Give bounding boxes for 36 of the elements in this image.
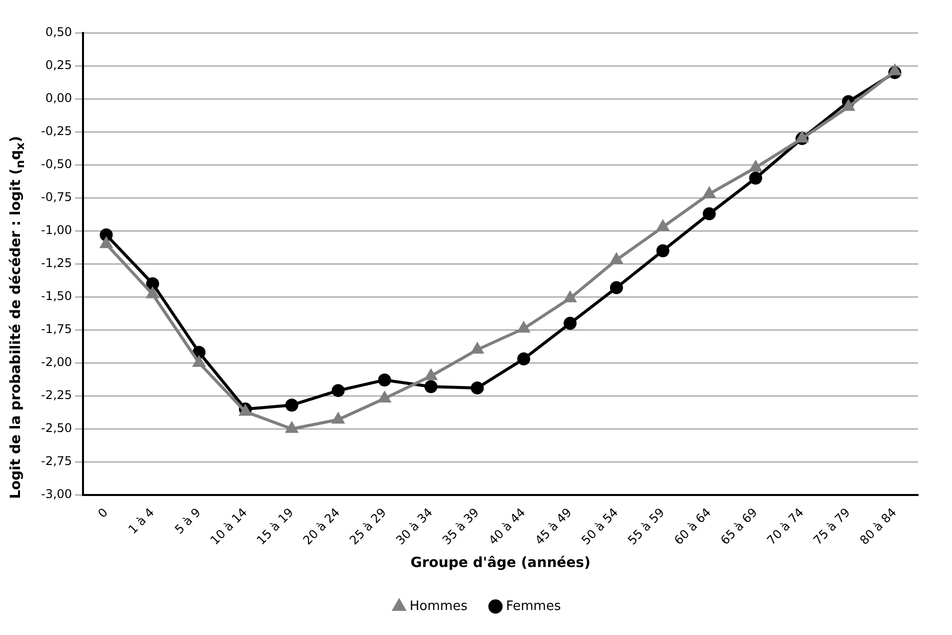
x-tick-label: 5 à 9 — [172, 504, 204, 536]
y-tick-label: 0,00 — [45, 90, 72, 105]
x-tick-label: 80 à 84 — [857, 504, 900, 547]
x-tick-label: 25 à 29 — [346, 504, 389, 547]
x-tick-label: 1 à 4 — [126, 504, 157, 536]
x-tick-label: 35 à 39 — [440, 504, 482, 547]
y-tick-label: 0,50 — [45, 24, 72, 39]
y-tick-label: -1,50 — [40, 288, 72, 303]
y-tick-label: -0,75 — [40, 190, 72, 204]
x-tick-label: 10 à 14 — [208, 504, 250, 547]
x-tick-label: 70 à 74 — [764, 504, 806, 547]
y-tick-label: -1,25 — [40, 256, 72, 270]
x-tick-label: 15 à 19 — [254, 504, 296, 547]
x-tick-label: 30 à 34 — [393, 504, 436, 547]
y-tick-label: -2,00 — [40, 354, 72, 369]
y-tick-label: -1,75 — [40, 322, 72, 336]
x-tick-label: 75 à 79 — [810, 504, 853, 547]
legend-label: Femmes — [506, 598, 562, 614]
x-tick-label: 55 à 59 — [625, 504, 668, 547]
x-tick-label: 45 à 49 — [532, 504, 574, 547]
x-tick-label: 40 à 44 — [486, 504, 528, 547]
y-tick-label: -2,25 — [40, 387, 72, 402]
x-tick-label: 65 à 69 — [718, 504, 760, 547]
y-tick-label: -2,50 — [40, 420, 72, 434]
x-tick-label: 0 — [95, 504, 111, 520]
y-tick-label: 0,25 — [45, 58, 72, 72]
y-tick-label: -0,50 — [40, 156, 72, 171]
y-tick-label: -1,00 — [40, 222, 72, 237]
y-tick-label: -3,00 — [40, 486, 72, 500]
legend-label: Hommes — [410, 598, 468, 614]
x-tick-label: 20 à 24 — [300, 504, 343, 547]
y-tick-label: -2,75 — [40, 453, 72, 468]
y-tick-label: -0,25 — [40, 124, 72, 138]
x-tick-label: 60 à 64 — [672, 504, 714, 547]
x-tick-label: 50 à 54 — [578, 504, 621, 547]
x-axis-title: Groupe d'âge (années) — [410, 554, 591, 571]
